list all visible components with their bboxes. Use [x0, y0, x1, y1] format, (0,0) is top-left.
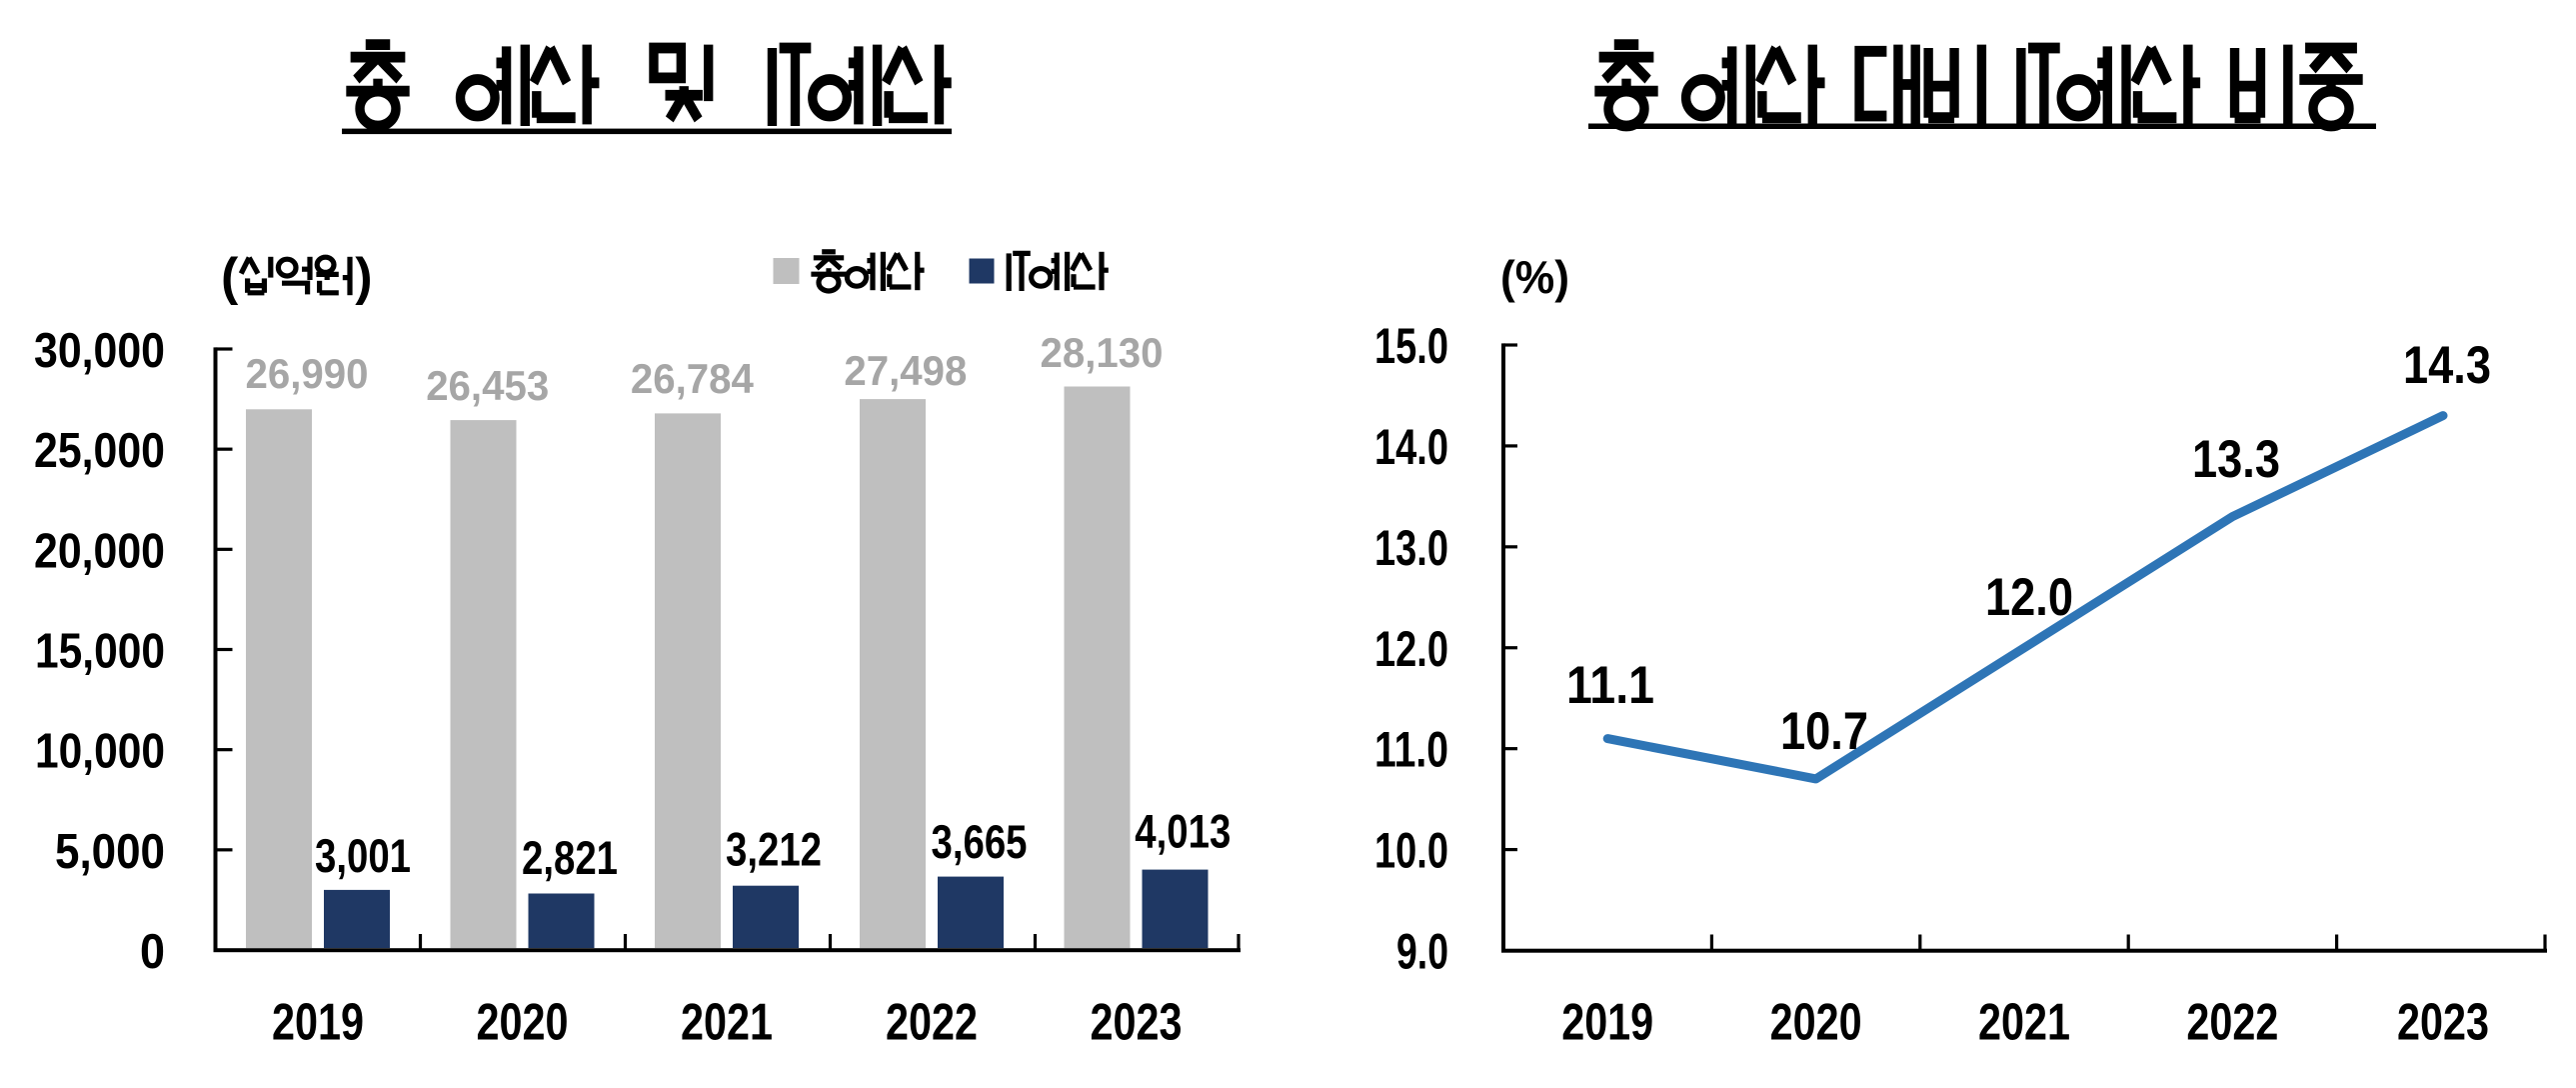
svg-text:(%): (%): [1500, 251, 1569, 303]
svg-text:10.0: 10.0: [1374, 823, 1448, 879]
svg-text:2,821: 2,821: [522, 832, 618, 885]
svg-text:2019: 2019: [1561, 994, 1653, 1052]
svg-text:10.7: 10.7: [1780, 702, 1868, 761]
svg-text:2020: 2020: [477, 994, 569, 1052]
svg-text:14.0: 14.0: [1374, 419, 1448, 475]
svg-text:14.3: 14.3: [2403, 336, 2491, 395]
svg-text:3,665: 3,665: [932, 816, 1028, 869]
svg-text:4,013: 4,013: [1135, 806, 1231, 859]
svg-text:3,212: 3,212: [726, 824, 822, 877]
svg-text:13.3: 13.3: [2192, 430, 2280, 489]
svg-text:2021: 2021: [681, 994, 773, 1052]
svg-text:2022: 2022: [2186, 994, 2278, 1052]
svg-text:15,000: 15,000: [35, 625, 165, 679]
svg-text:15.0: 15.0: [1374, 318, 1448, 374]
svg-text:30,000: 30,000: [34, 324, 165, 378]
svg-text:26,784: 26,784: [631, 355, 755, 402]
svg-text:27,498: 27,498: [844, 347, 967, 394]
svg-text:20,000: 20,000: [34, 524, 165, 578]
svg-text:12.0: 12.0: [1374, 621, 1448, 677]
svg-text:26,453: 26,453: [426, 362, 549, 409]
svg-text:3,001: 3,001: [315, 830, 411, 883]
svg-text:2023: 2023: [1091, 994, 1183, 1052]
svg-text:25,000: 25,000: [34, 424, 165, 478]
svg-text:12.0: 12.0: [1985, 568, 2073, 627]
svg-text:28,130: 28,130: [1041, 329, 1164, 376]
svg-text:0: 0: [140, 925, 165, 979]
svg-text:2023: 2023: [2397, 994, 2489, 1052]
svg-text:13.0: 13.0: [1374, 520, 1448, 576]
svg-text:): ): [355, 248, 372, 306]
svg-text:9.0: 9.0: [1396, 924, 1448, 980]
svg-text:10,000: 10,000: [35, 725, 165, 779]
svg-text:2021: 2021: [1978, 994, 2070, 1052]
svg-text:2022: 2022: [886, 994, 978, 1052]
svg-text:2020: 2020: [1770, 994, 1862, 1052]
svg-text:(: (: [221, 248, 239, 306]
svg-text:26,990: 26,990: [246, 350, 369, 397]
svg-text:5,000: 5,000: [55, 825, 165, 879]
svg-text:2019: 2019: [272, 994, 364, 1052]
svg-text:11.0: 11.0: [1374, 722, 1448, 778]
svg-text:11.1: 11.1: [1566, 656, 1654, 715]
